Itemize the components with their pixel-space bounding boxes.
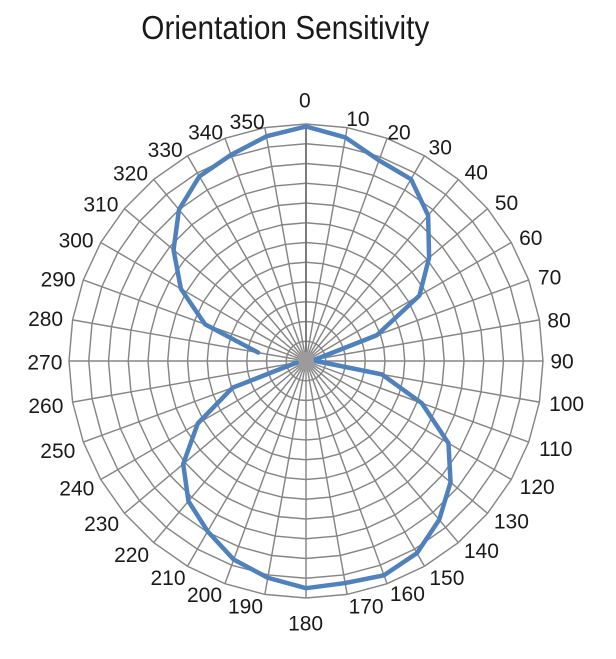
svg-text:240: 240 [59, 478, 94, 501]
svg-text:330: 330 [148, 139, 183, 162]
svg-text:320: 320 [113, 163, 148, 186]
svg-text:220: 220 [114, 544, 149, 567]
svg-text:280: 280 [28, 308, 63, 331]
svg-text:230: 230 [84, 513, 119, 536]
svg-text:180: 180 [288, 613, 323, 636]
svg-text:310: 310 [83, 194, 118, 217]
svg-text:200: 200 [187, 584, 222, 607]
svg-text:150: 150 [429, 567, 464, 590]
svg-text:130: 130 [494, 510, 529, 533]
svg-text:110: 110 [539, 438, 572, 461]
svg-text:40: 40 [465, 162, 488, 185]
svg-text:300: 300 [59, 229, 94, 252]
svg-text:190: 190 [228, 595, 263, 618]
svg-text:290: 290 [41, 268, 76, 291]
svg-text:30: 30 [429, 137, 452, 160]
svg-text:80: 80 [547, 309, 570, 332]
svg-text:140: 140 [464, 540, 499, 563]
svg-text:120: 120 [520, 476, 555, 499]
svg-text:50: 50 [495, 192, 518, 215]
svg-text:210: 210 [150, 567, 185, 590]
svg-text:Orientation Sensitivity: Orientation Sensitivity [141, 9, 429, 46]
svg-text:90: 90 [550, 350, 573, 373]
svg-text:250: 250 [40, 440, 75, 463]
svg-text:340: 340 [188, 122, 223, 145]
svg-text:270: 270 [27, 351, 62, 374]
svg-text:100: 100 [549, 393, 584, 416]
svg-text:0: 0 [299, 89, 311, 112]
svg-text:20: 20 [387, 122, 410, 145]
svg-text:10: 10 [346, 108, 369, 131]
svg-text:70: 70 [538, 266, 561, 289]
svg-text:170: 170 [349, 595, 384, 618]
svg-text:160: 160 [390, 583, 425, 606]
svg-text:350: 350 [230, 111, 265, 134]
svg-text:260: 260 [28, 395, 63, 418]
svg-text:60: 60 [519, 227, 542, 250]
